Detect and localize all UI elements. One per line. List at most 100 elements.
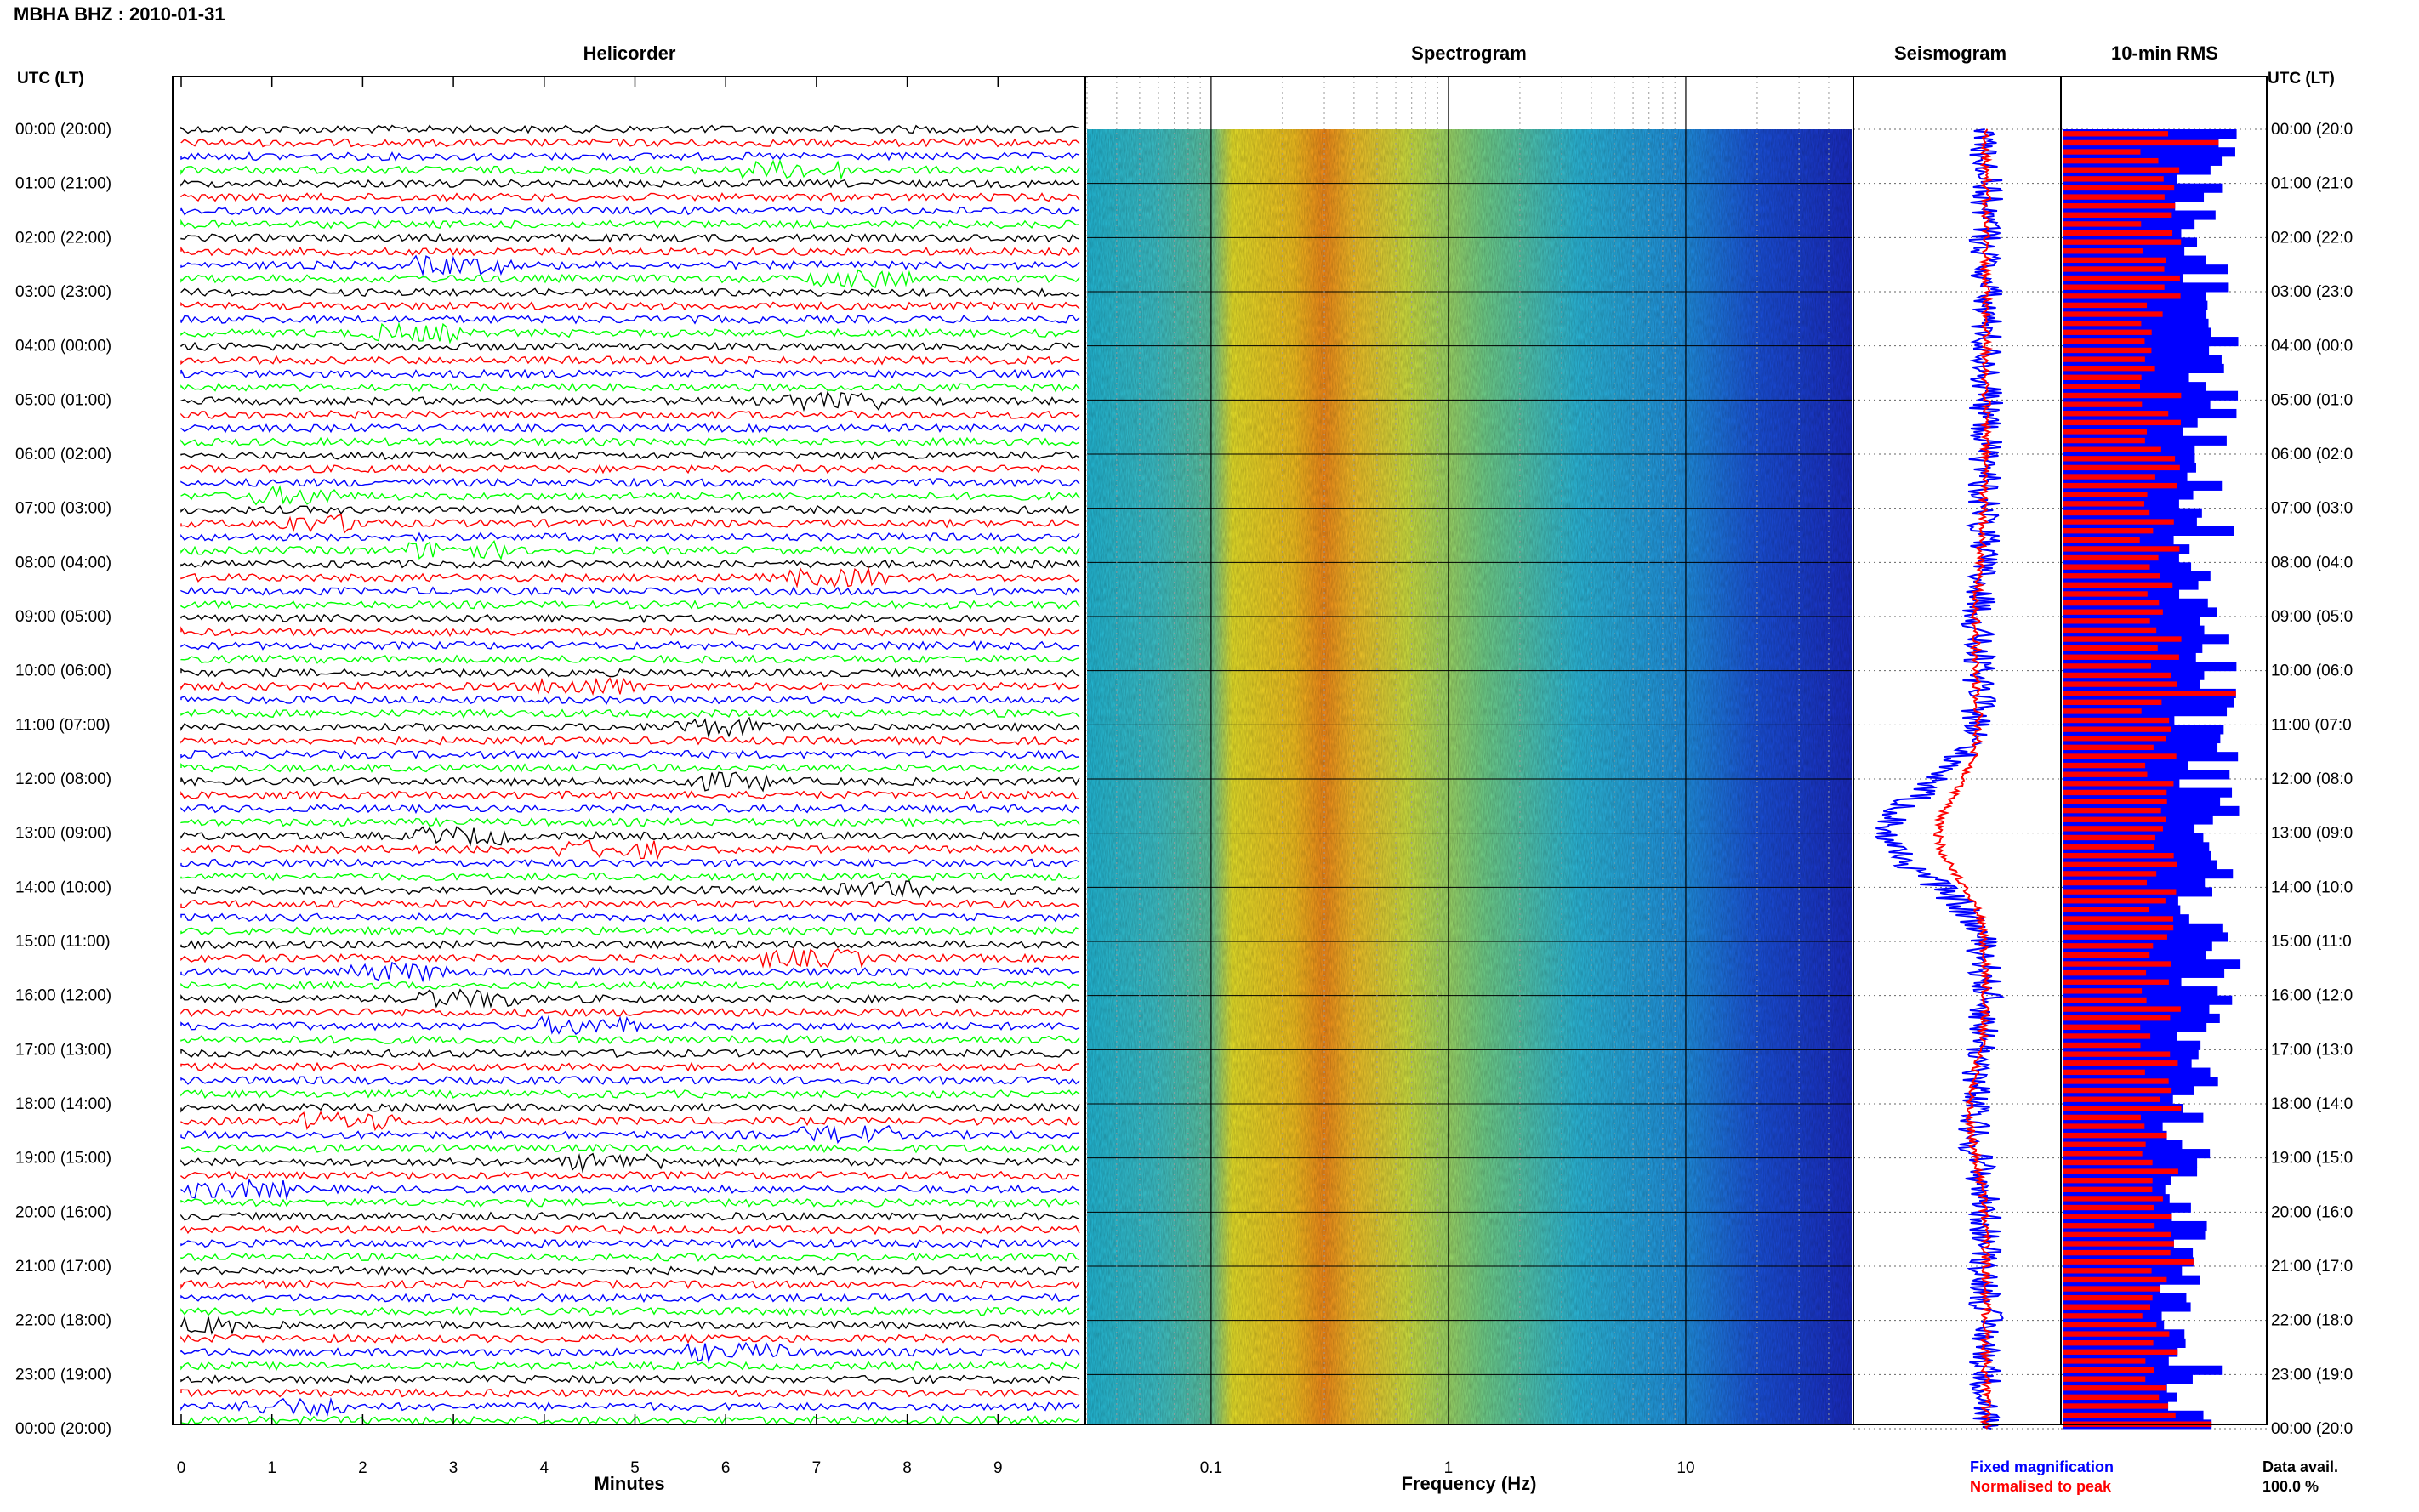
- rms-bar-normalised: [2063, 907, 2150, 913]
- rms-bar-normalised: [2063, 293, 2181, 299]
- rms-bar-normalised: [2063, 437, 2145, 444]
- rms-bar-normalised: [2063, 1051, 2171, 1057]
- rms-bar-normalised: [2063, 212, 2172, 218]
- rms-bar-normalised: [2063, 618, 2150, 624]
- rms-bar-normalised: [2063, 762, 2146, 769]
- rms-bar-normalised: [2063, 1015, 2171, 1021]
- left-time-label: 21:00 (17:00): [15, 1258, 111, 1276]
- right-time-label: 02:00 (22:0: [2271, 229, 2353, 247]
- helicorder-tick-label: 9: [993, 1459, 1003, 1477]
- rms-bar-normalised: [2063, 627, 2157, 634]
- rms-bar-normalised: [2063, 284, 2165, 290]
- helicorder-trace: [180, 477, 1080, 488]
- seismogram-fixed-magnification-trace: [1875, 128, 2005, 1430]
- helicorder-trace: [180, 771, 1080, 793]
- rms-bar-normalised: [2063, 257, 2166, 264]
- rms-panel: [2060, 76, 2268, 1430]
- spectrogram-texture: [1087, 129, 1852, 1424]
- rms-bar-normalised: [2063, 1340, 2154, 1346]
- rms-bar-normalised: [2063, 1214, 2172, 1219]
- helicorder-trace: [180, 287, 1080, 298]
- helicorder-trace: [180, 321, 1080, 344]
- seismogram-normalised-trace: [1932, 128, 1994, 1430]
- helicorder-trace: [180, 1124, 1080, 1145]
- data-avail-value: 100.0 %: [2262, 1478, 2319, 1495]
- helicorder-tick-label: 2: [358, 1459, 367, 1477]
- rms-bar-normalised: [2063, 1024, 2141, 1030]
- rms-bar-normalised: [2063, 781, 2174, 787]
- rms-bar-normalised: [2063, 492, 2148, 497]
- helicorder-trace: [180, 790, 1080, 800]
- helicorder-trace: [180, 1102, 1080, 1113]
- helicorder-tick-label: 1: [267, 1459, 276, 1477]
- rms-bar-normalised: [2063, 708, 2142, 714]
- rms-bar-normalised: [2063, 374, 2142, 380]
- rms-bar-normalised: [2063, 1168, 2178, 1174]
- rms-bar-normalised: [2063, 392, 2182, 399]
- helicorder-trace: [180, 1361, 1080, 1372]
- rms-bar-normalised: [2063, 131, 2169, 137]
- rms-bar-normalised: [2063, 1033, 2151, 1039]
- rms-bar-normalised: [2063, 501, 2145, 507]
- rms-bar-fixed: [2063, 995, 2233, 1005]
- left-time-label: 17:00 (13:00): [15, 1041, 111, 1059]
- right-time-label: 05:00 (01:0: [2271, 391, 2353, 409]
- rms-bar-normalised: [2063, 591, 2148, 597]
- rms-bar-normalised: [2063, 194, 2165, 200]
- right-time-label: 07:00 (03:0: [2271, 500, 2353, 518]
- rms-bar-normalised: [2063, 1196, 2163, 1202]
- rms-bar-normalised: [2063, 753, 2177, 759]
- helicorder-trace: [180, 151, 1080, 162]
- helicorder-trace: [180, 504, 1080, 515]
- helicorder-trace: [180, 314, 1080, 325]
- helicorder-tick-label: 4: [540, 1459, 549, 1477]
- rms-bar-normalised: [2063, 157, 2159, 164]
- rms-bar-normalised: [2063, 519, 2174, 525]
- rms-bar-normalised: [2063, 898, 2166, 904]
- left-time-label: 01:00 (21:00): [15, 175, 111, 193]
- helicorder-trace: [180, 1293, 1080, 1304]
- rms-bar-normalised: [2063, 554, 2159, 561]
- helicorder-trace: [180, 988, 1080, 1009]
- rms-bar-normalised: [2063, 952, 2150, 958]
- rms-bar-normalised: [2063, 961, 2171, 967]
- left-time-label: 00:00 (20:00): [15, 1420, 111, 1438]
- rms-bar-normalised: [2063, 1186, 2153, 1192]
- rms-bar-normalised: [2063, 429, 2148, 435]
- helicorder-trace: [180, 600, 1080, 610]
- right-time-label: 17:00 (13:0: [2271, 1041, 2353, 1059]
- rms-bar-normalised: [2063, 185, 2175, 191]
- left-time-label: 20:00 (16:00): [15, 1203, 111, 1221]
- helicorder-trace: [180, 355, 1080, 366]
- rms-bars: [2063, 129, 2241, 1430]
- rms-bar-normalised: [2063, 1087, 2172, 1094]
- rms-bar-normalised: [2063, 943, 2154, 949]
- right-time-label: 14:00 (10:0: [2271, 878, 2353, 896]
- rms-bar-normalised: [2063, 826, 2164, 832]
- rms-bar-normalised: [2063, 509, 2150, 516]
- rms-bar-normalised: [2063, 997, 2147, 1003]
- right-y-axis-label: UTC (LT): [2268, 70, 2335, 88]
- rms-bar-normalised: [2063, 1313, 2143, 1319]
- rms-bar-normalised: [2063, 1223, 2155, 1229]
- rms-bar-normalised: [2063, 546, 2180, 552]
- helicorder-trace: [180, 613, 1080, 624]
- rms-bar-normalised: [2063, 464, 2180, 471]
- helicorder-trace: [180, 1279, 1080, 1290]
- rms-bar-normalised: [2063, 1078, 2169, 1084]
- helicorder-trace: [180, 1341, 1080, 1364]
- helicorder-trace: [180, 980, 1080, 991]
- helicorder-tick-label: 6: [721, 1459, 731, 1477]
- left-time-label: 15:00 (11:00): [15, 933, 111, 951]
- rms-bar-normalised: [2063, 1304, 2150, 1310]
- rms-bar-normalised: [2063, 744, 2154, 751]
- rms-bar-normalised: [2063, 871, 2157, 877]
- left-time-label: 14:00 (10:00): [15, 878, 111, 896]
- helicorder-trace: [180, 566, 1080, 588]
- helicorder-trace: [180, 540, 1080, 560]
- helicorder-trace: [180, 961, 1080, 983]
- helicorder-xlabel: Minutes: [594, 1473, 664, 1494]
- rms-bar-normalised: [2063, 302, 2148, 309]
- rms-bar-normalised: [2063, 1294, 2153, 1301]
- helicorder-trace: [180, 410, 1080, 420]
